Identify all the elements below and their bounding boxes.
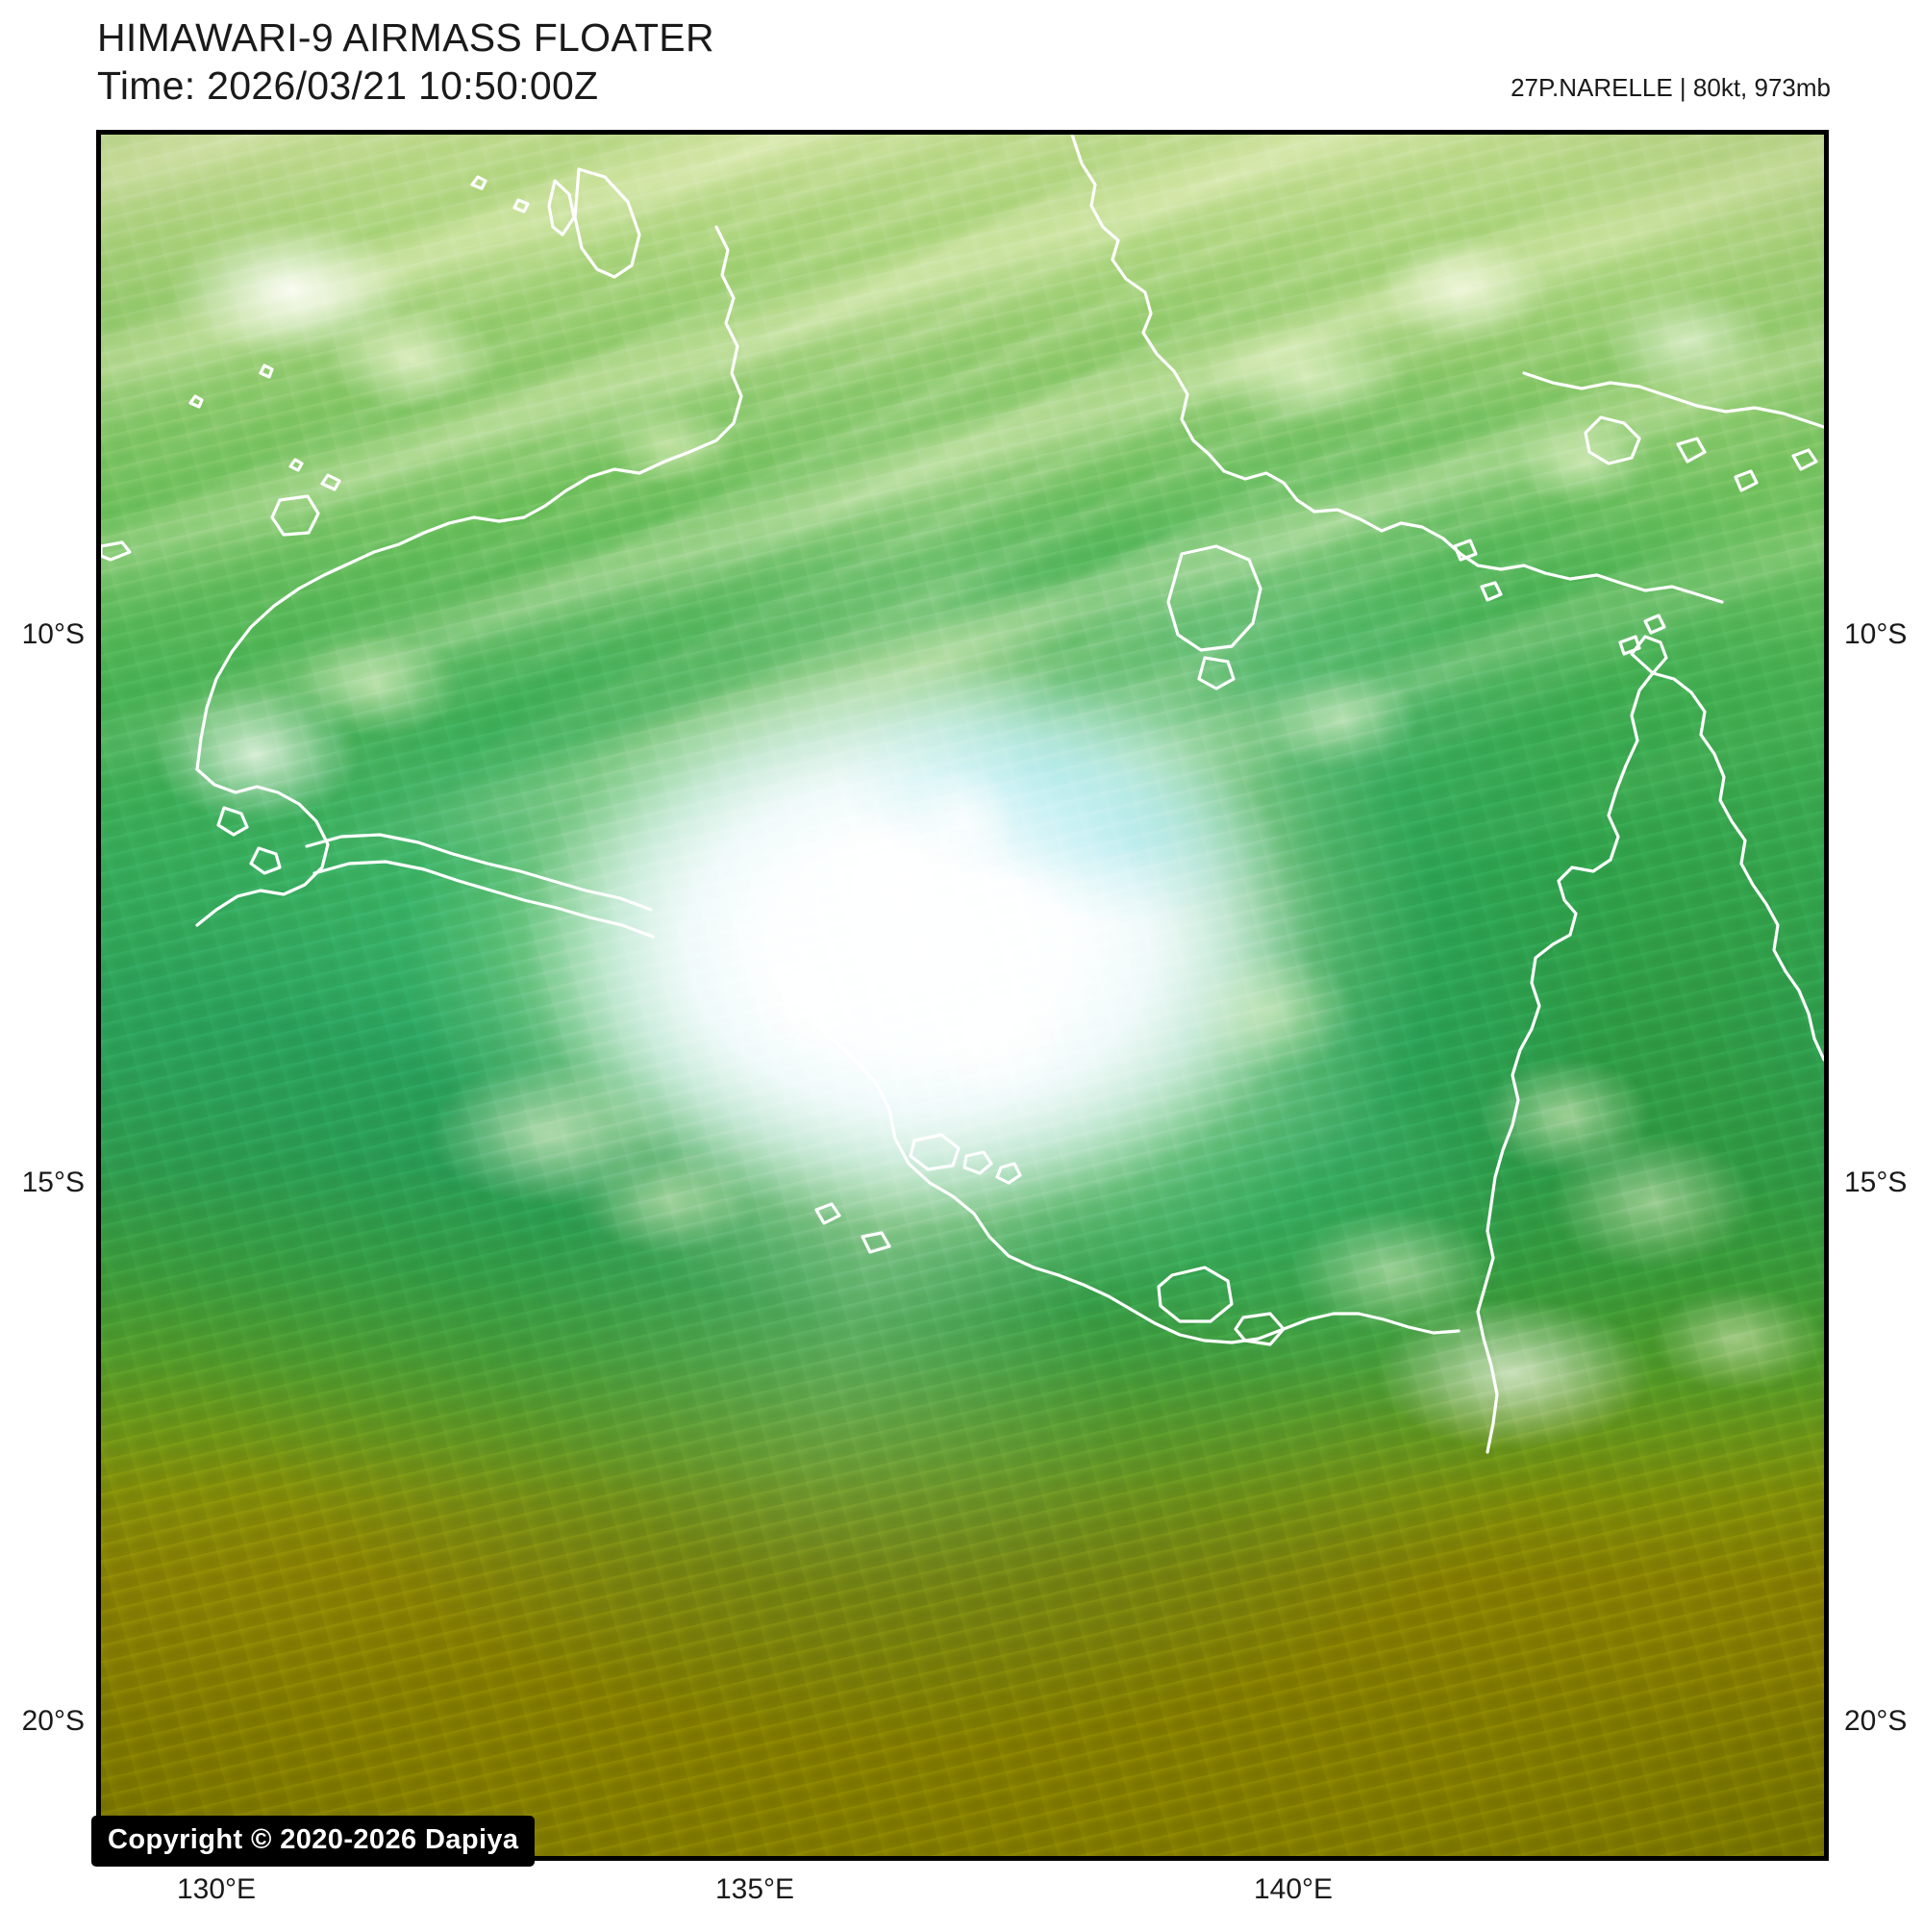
coastline-png-isle: [1676, 437, 1707, 464]
coastline-tiwi-small-2: [470, 175, 487, 190]
coastline-isle-3: [288, 458, 304, 472]
coastline-gulf-south: [830, 1037, 1461, 1344]
coastline-overlay: [101, 135, 1824, 1454]
coastline-tiwi-islands: [547, 179, 576, 237]
coastline-gulf-ne-isle-2: [1480, 581, 1503, 602]
lon-label-130e: 130°E: [176, 1873, 257, 1905]
coastline-island-chain-lower: [312, 860, 655, 939]
coastline-mornington-island: [1157, 1266, 1234, 1323]
coastline-cape-york-east: [1651, 671, 1824, 1062]
coastline-darwin-coast: [195, 225, 743, 771]
coastline-png-south: [1522, 371, 1824, 429]
coastline-bathurst-island: [573, 167, 641, 279]
coastline-isle-4: [320, 473, 341, 491]
lon-label-135e: 135°E: [714, 1873, 795, 1905]
coastline-isle-2: [188, 394, 204, 409]
copyright-banner: Copyright © 2020-2026 Dapiya: [91, 1816, 536, 1867]
coastline-cape-york-tip: [1630, 635, 1668, 675]
coastline-isle-1: [259, 364, 274, 379]
coastline-arnhem-land: [1070, 135, 1724, 604]
lat-label-right-15s: 15°S: [1844, 1167, 1908, 1198]
coastline-pellew-islands-3: [995, 1162, 1022, 1185]
satellite-image-plot[interactable]: [96, 130, 1829, 1861]
coastline-torres-island-2: [1643, 614, 1666, 635]
coastline-groote-small: [1197, 656, 1236, 690]
coastline-nw-bays: [195, 767, 330, 927]
lon-label-140e: 140°E: [1253, 1873, 1334, 1905]
coastline-isle-5: [270, 494, 320, 537]
coastline-isle-6: [101, 540, 132, 562]
coastline-nt-detail-1: [814, 1202, 841, 1225]
coastline-pellew-islands-2: [962, 1150, 993, 1175]
coastline-png-inlet: [1584, 415, 1641, 465]
lat-label-right-10s: 10°S: [1844, 618, 1908, 650]
lat-label-left-15s: 15°S: [21, 1167, 85, 1198]
coastline-pellew-islands-1: [909, 1133, 961, 1171]
coastline-nw-inlet-2: [249, 846, 282, 875]
coastline-cape-york-west: [1476, 671, 1655, 1454]
coastline-bentinck-island: [1234, 1312, 1286, 1346]
lat-label-left-20s: 20°S: [21, 1705, 85, 1737]
timestamp-label: Time: 2026/03/21 10:50:00Z: [97, 63, 599, 108]
coastline-nt-detail-2: [861, 1231, 891, 1254]
coastline-gulf-ne-isle-1: [1453, 539, 1478, 562]
coastline-nw-inlet-1: [216, 806, 249, 837]
coastline-island-chain: [305, 833, 653, 912]
coastline-east-island-2: [1734, 469, 1759, 492]
header: HIMAWARI-9 AIRMASS FLOATER Time: 2026/03…: [0, 0, 1923, 130]
satellite-imagery-canvas: [101, 135, 1824, 1856]
coastline-torres-island-1: [1618, 635, 1641, 656]
coastline-tiwi-small-1: [512, 198, 530, 213]
coastline-groote-eylandt: [1166, 544, 1262, 652]
lat-label-left-10s: 10°S: [21, 618, 85, 650]
page-title: HIMAWARI-9 AIRMASS FLOATER: [97, 15, 714, 60]
coastline-east-island-1: [1791, 448, 1818, 471]
storm-info-label: 27P.NARELLE | 80kt, 973mb: [1511, 73, 1831, 102]
lat-label-right-20s: 20°S: [1844, 1705, 1908, 1737]
